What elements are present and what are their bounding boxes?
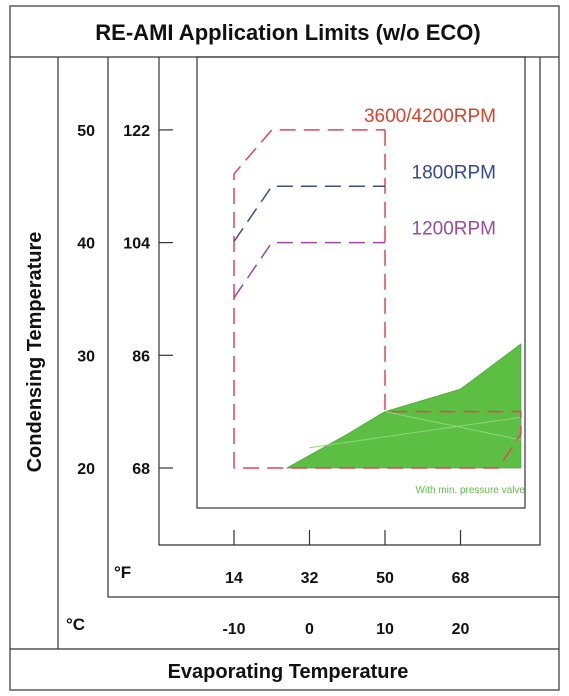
y-tick-label-fahrenheit: 68	[132, 461, 150, 478]
x-tick-label-fahrenheit: 50	[376, 570, 394, 587]
x-tick-label-fahrenheit: 68	[452, 570, 470, 587]
x-tick-label-fahrenheit: 14	[225, 570, 243, 587]
x-tick-label-celsius: -10	[222, 621, 245, 638]
outer-frame	[9, 5, 560, 691]
series-label-2: 1800RPM	[412, 162, 497, 183]
series-label-1: 3600/4200RPM	[364, 106, 496, 127]
x-axis-label: Evaporating Temperature	[168, 661, 409, 683]
y-tick-label-fahrenheit: 86	[132, 348, 150, 365]
y-tick-label-celsius: 40	[77, 236, 95, 253]
series-label-3: 1200RPM	[412, 219, 497, 240]
axis-ticks: 50 122 40 104 30 86 20 68 14 -10 32 0 50 10 68 20	[77, 123, 469, 638]
y-tick-label-fahrenheit: 122	[123, 123, 150, 140]
x-unit-fahrenheit: °F	[114, 563, 131, 582]
series-labels: 3600/4200RPM 1800RPM 1200RPM	[364, 106, 496, 240]
x-tick-label-fahrenheit: 32	[301, 570, 319, 587]
x-tick-label-celsius: 0	[305, 621, 314, 638]
fahrenheit-axis-frame	[158, 57, 541, 546]
x-tick-label-celsius: 10	[376, 621, 394, 638]
pressure-valve-label: With min. pressure valve	[416, 485, 526, 496]
region-inner-line	[384, 411, 522, 441]
x-tick-label-celsius: 20	[452, 621, 470, 638]
regions: With min. pressure valve	[285, 343, 526, 496]
region-inner-line	[309, 416, 521, 449]
envelope-outline	[234, 129, 522, 469]
series-line-3	[233, 241, 385, 299]
y-tick-label-celsius: 30	[77, 348, 95, 365]
series-lines	[233, 129, 522, 469]
celsius-axis-frame	[107, 57, 559, 598]
series-line-2	[233, 185, 385, 242]
pressure-valve-region	[285, 343, 522, 469]
y-tick-label-fahrenheit: 104	[123, 236, 150, 253]
chart-title: RE-AMI Application Limits (w/o ECO)	[95, 20, 480, 45]
plot-frame	[196, 56, 526, 509]
y-axis-label: Condensing Temperature	[24, 232, 46, 473]
x-unit-celsius: °C	[66, 615, 85, 634]
series-line-1	[233, 129, 385, 468]
y-tick-label-celsius: 20	[77, 461, 95, 478]
y-tick-label-celsius: 50	[77, 123, 95, 140]
